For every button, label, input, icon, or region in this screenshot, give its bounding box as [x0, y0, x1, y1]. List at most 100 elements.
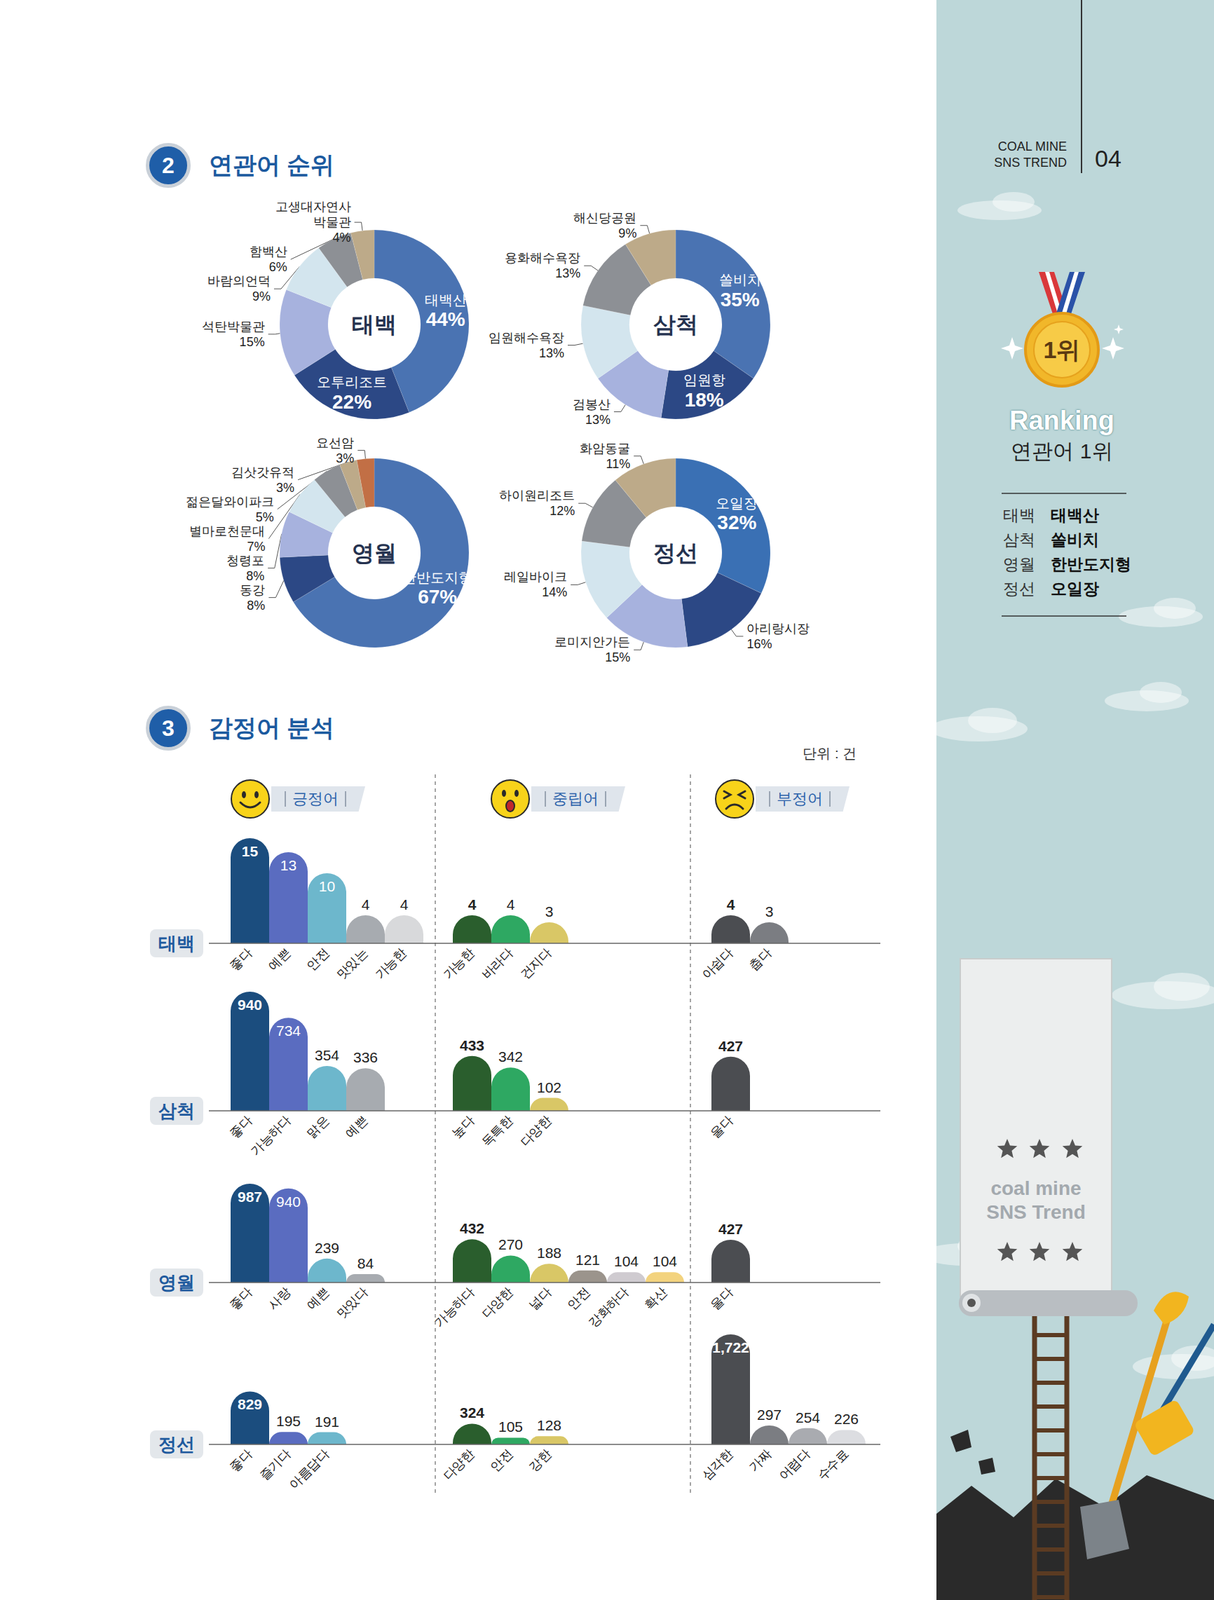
- svg-text:7%: 7%: [246, 539, 265, 554]
- svg-text:요선암: 요선암: [316, 435, 354, 450]
- svg-text:32%: 32%: [717, 511, 757, 534]
- svg-text:67%: 67%: [417, 585, 458, 608]
- svg-text:104: 104: [614, 1253, 639, 1270]
- svg-text:254: 254: [795, 1409, 821, 1426]
- svg-text:15%: 15%: [239, 335, 265, 350]
- svg-text:44%: 44%: [426, 308, 466, 331]
- svg-text:829: 829: [237, 1396, 263, 1413]
- svg-text:734: 734: [276, 1022, 301, 1039]
- svg-text:4: 4: [506, 896, 516, 913]
- svg-text:강화하다: 강화하다: [585, 1284, 632, 1331]
- svg-text:예쁜: 예쁜: [265, 945, 294, 974]
- svg-text:울다: 울다: [707, 1113, 736, 1142]
- svg-text:사랑: 사랑: [265, 1284, 294, 1313]
- svg-text:쏠비치: 쏠비치: [719, 271, 762, 288]
- svg-text:4: 4: [726, 896, 736, 913]
- svg-text:다양한: 다양한: [517, 1113, 554, 1150]
- svg-text:강한: 강한: [526, 1446, 555, 1475]
- svg-text:넓다: 넓다: [526, 1284, 555, 1313]
- svg-text:105: 105: [498, 1418, 523, 1435]
- svg-text:좋다: 좋다: [227, 1284, 256, 1313]
- svg-text:3: 3: [545, 903, 554, 920]
- svg-text:고생대자연사: 고생대자연사: [275, 199, 352, 214]
- svg-text:9%: 9%: [618, 226, 637, 241]
- svg-text:석탄박물관: 석탄박물관: [201, 319, 265, 334]
- svg-text:13%: 13%: [585, 412, 611, 427]
- svg-text:SNS Trend: SNS Trend: [986, 1201, 1086, 1224]
- svg-text:84: 84: [357, 1255, 375, 1272]
- svg-text:용화해수욕장: 용화해수욕장: [504, 250, 581, 265]
- svg-text:김삿갓유적: 김삿갓유적: [231, 465, 295, 480]
- svg-text:한반도지형: 한반도지형: [402, 569, 473, 586]
- svg-text:맛있다: 맛있다: [333, 1284, 371, 1322]
- svg-text:아름답다: 아름답다: [286, 1446, 333, 1493]
- svg-text:14%: 14%: [541, 585, 568, 600]
- svg-text:121: 121: [575, 1251, 600, 1268]
- svg-text:가능한: 가능한: [372, 945, 409, 982]
- svg-text:바라다: 바라다: [478, 945, 516, 982]
- svg-text:맑은: 맑은: [304, 1113, 333, 1142]
- svg-text:15: 15: [241, 843, 259, 860]
- svg-text:104: 104: [652, 1253, 678, 1270]
- svg-text:1위: 1위: [1043, 336, 1081, 364]
- svg-text:어렵다: 어렵다: [775, 1446, 813, 1484]
- svg-text:심각한: 심각한: [698, 1446, 736, 1484]
- svg-text:안전: 안전: [304, 945, 333, 974]
- svg-text:즐기다: 즐기다: [256, 1446, 293, 1484]
- svg-text:5%: 5%: [255, 510, 275, 525]
- svg-text:191: 191: [314, 1413, 340, 1430]
- svg-text:확산: 확산: [642, 1284, 671, 1313]
- svg-text:1,722: 1,722: [712, 1339, 750, 1356]
- svg-text:433: 433: [459, 1037, 485, 1054]
- svg-text:로미지안가든: 로미지안가든: [554, 635, 631, 650]
- svg-text:좋다: 좋다: [227, 1113, 256, 1142]
- svg-text:432: 432: [459, 1220, 485, 1237]
- svg-text:940: 940: [237, 996, 263, 1013]
- svg-text:가능하다: 가능하다: [431, 1284, 478, 1331]
- svg-text:춥다: 춥다: [746, 945, 775, 974]
- svg-text:가짜: 가짜: [746, 1446, 775, 1475]
- svg-text:박물관: 박물관: [313, 215, 352, 230]
- svg-text:8%: 8%: [246, 569, 265, 584]
- svg-text:건지다: 건지다: [517, 945, 554, 982]
- svg-text:226: 226: [834, 1410, 859, 1428]
- svg-text:188: 188: [536, 1244, 562, 1261]
- svg-text:바람의언덕: 바람의언덕: [207, 274, 271, 289]
- svg-text:4: 4: [361, 896, 371, 913]
- svg-text:임원항: 임원항: [683, 372, 726, 388]
- svg-text:해신당공원: 해신당공원: [573, 210, 637, 225]
- svg-text:270: 270: [498, 1236, 523, 1253]
- svg-text:12%: 12%: [549, 503, 575, 518]
- svg-text:예쁜: 예쁜: [304, 1284, 333, 1313]
- svg-text:987: 987: [237, 1188, 263, 1205]
- svg-text:3%: 3%: [335, 451, 354, 466]
- svg-text:6%: 6%: [269, 260, 288, 275]
- svg-text:324: 324: [459, 1404, 485, 1421]
- svg-text:13: 13: [280, 857, 297, 874]
- svg-text:13%: 13%: [539, 346, 565, 361]
- svg-text:별마로천문대: 별마로천문대: [189, 524, 265, 539]
- svg-text:태백산: 태백산: [424, 292, 467, 308]
- svg-text:오일장: 오일장: [715, 495, 758, 511]
- svg-text:427: 427: [718, 1038, 743, 1055]
- svg-text:높다: 높다: [449, 1113, 478, 1142]
- svg-text:3%: 3%: [276, 480, 295, 495]
- svg-text:다양한: 다양한: [478, 1284, 516, 1322]
- svg-text:239: 239: [314, 1239, 340, 1257]
- svg-text:3: 3: [765, 903, 774, 920]
- svg-text:8%: 8%: [246, 598, 265, 613]
- svg-text:검봉산: 검봉산: [572, 397, 611, 412]
- svg-text:18%: 18%: [684, 389, 725, 411]
- svg-text:35%: 35%: [720, 288, 760, 311]
- svg-text:coal mine: coal mine: [990, 1177, 1081, 1200]
- svg-text:화암동굴: 화암동굴: [579, 441, 631, 456]
- svg-text:336: 336: [353, 1049, 378, 1066]
- svg-text:안전: 안전: [487, 1446, 516, 1475]
- svg-text:독특한: 독특한: [478, 1113, 516, 1150]
- svg-text:좋다: 좋다: [227, 1446, 256, 1475]
- svg-text:9%: 9%: [252, 289, 271, 304]
- svg-text:가능하다: 가능하다: [248, 1113, 294, 1159]
- svg-text:좋다: 좋다: [227, 945, 256, 974]
- svg-text:맛있는: 맛있는: [333, 945, 371, 982]
- svg-text:젊은달와이파크: 젊은달와이파크: [185, 494, 275, 509]
